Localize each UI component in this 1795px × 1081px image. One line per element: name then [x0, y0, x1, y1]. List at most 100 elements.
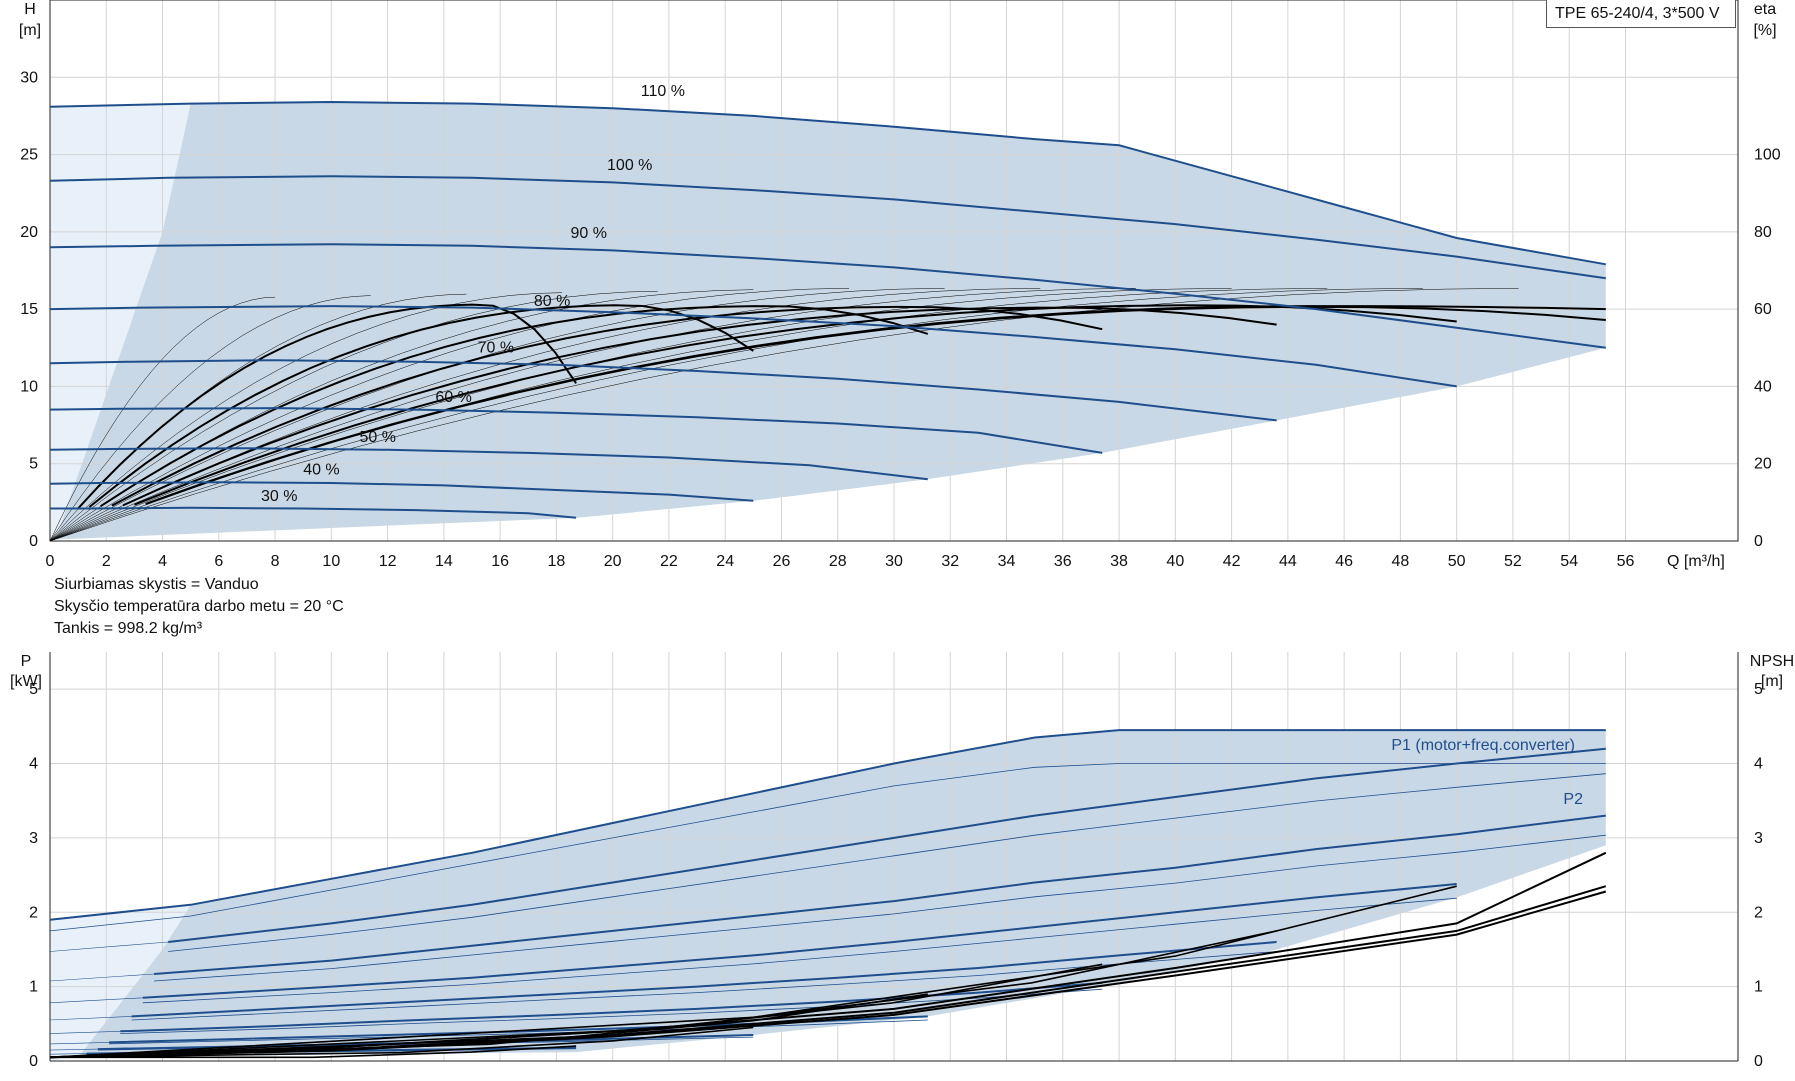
p-tick-label: 4	[29, 756, 38, 773]
head-curve-3	[49, 243, 1606, 349]
head-curve-label-1: 110 %	[641, 83, 685, 100]
p1-curve-2	[154, 814, 1606, 975]
p2-label: P2	[1563, 791, 1583, 808]
x-tick-label: 48	[1392, 553, 1410, 570]
eta-thin-curve	[49, 292, 563, 542]
p-curve-lead-5	[49, 1031, 121, 1034]
h-axis-label: H	[24, 1, 36, 18]
x-tick-label: 28	[829, 553, 847, 570]
npsh-curve-3	[49, 890, 1607, 1059]
p-curve-lead-6	[49, 1042, 110, 1045]
pump-model-title: TPE 65-240/4, 3*500 V	[1546, 0, 1736, 28]
h-tick-label: 15	[20, 301, 38, 318]
x-tick-label: 26	[773, 553, 791, 570]
head-operating-area	[55, 102, 1606, 540]
head-plot-frame	[49, 0, 1739, 542]
eta-tick-label: 40	[1754, 378, 1772, 395]
p-axis-unit: [kW]	[10, 673, 42, 690]
eta-axis-label: eta	[1754, 1, 1776, 18]
h-tick-label: 10	[20, 378, 38, 395]
x-tick-label: 40	[1166, 553, 1184, 570]
p-tick-label: 0	[29, 1053, 38, 1070]
npsh-partial-2	[49, 1026, 754, 1059]
p2-curve-3	[142, 897, 1457, 1004]
head-curve-label-6: 60 %	[435, 389, 471, 406]
head-curve-1	[49, 100, 1606, 266]
x-tick-label: 2	[102, 553, 111, 570]
p2-top-curve	[49, 763, 1606, 932]
p1-curve-3	[142, 883, 1457, 999]
x-tick-label: 22	[660, 553, 678, 570]
h-tick-label: 30	[20, 69, 38, 86]
head-curve-label-5: 70 %	[478, 339, 514, 356]
x-tick-label: 14	[435, 553, 453, 570]
x-tick-label: 54	[1560, 553, 1578, 570]
x-tick-label: 6	[214, 553, 223, 570]
x-tick-label: 50	[1448, 553, 1466, 570]
eta-axis-unit: [%]	[1753, 22, 1776, 39]
p-tick-label: 2	[29, 904, 38, 921]
p-curve-lead-8	[49, 1053, 87, 1055]
x-tick-label: 34	[998, 553, 1016, 570]
npsh-partial-1	[50, 1045, 577, 1059]
p-tick-label: 3	[29, 830, 38, 847]
h-axis-unit: [m]	[19, 22, 41, 39]
eta-tick-label: 0	[1754, 533, 1763, 550]
liquid-info: Siurbiamas skystis = Vanduo	[54, 576, 259, 593]
p-curve-lead-2	[49, 973, 155, 982]
p2-curve-1	[168, 773, 1606, 952]
head-curve-label-8: 40 %	[303, 462, 339, 479]
npsh-tick-label: 1	[1754, 979, 1763, 996]
head-curve-2	[49, 175, 1606, 280]
head-curve-5	[49, 359, 1277, 422]
x-tick-label: 30	[885, 553, 903, 570]
eta-tick-label: 80	[1754, 224, 1772, 241]
npsh-tick-label: 5	[1754, 681, 1763, 698]
npsh-axis-label: NPSH	[1750, 653, 1794, 670]
x-tick-label: 18	[548, 553, 566, 570]
p1-top-curve	[49, 729, 1606, 921]
eta-thin-curve	[49, 288, 850, 542]
p1-curve-4	[131, 941, 1277, 1018]
eta-thin-curve	[49, 288, 945, 542]
npsh-partial-5	[49, 930, 1277, 1059]
eta-tick-label: 100	[1754, 147, 1781, 164]
x-tick-label: 16	[491, 553, 509, 570]
head-curve-6	[49, 407, 1103, 454]
x-tick-label: 8	[271, 553, 280, 570]
head-curve-label-9: 30 %	[261, 488, 297, 505]
p2-curve-4	[131, 951, 1277, 1021]
p-curve-lead-7	[49, 1048, 98, 1051]
npsh-tick-label: 2	[1754, 904, 1763, 921]
head-curve-label-2: 100 %	[607, 157, 652, 174]
h-tick-label: 20	[20, 224, 38, 241]
x-tick-label: 0	[46, 553, 55, 570]
x-tick-label: 52	[1504, 553, 1522, 570]
x-tick-label: 32	[941, 553, 959, 570]
head-curve-8	[49, 481, 754, 502]
eta-curve	[100, 305, 929, 508]
p-tick-label: 1	[29, 979, 38, 996]
p-curve-lead-4	[49, 1016, 132, 1021]
x-tick-label: 38	[1110, 553, 1128, 570]
p2-curve-2	[154, 834, 1606, 982]
p1-curve-5	[120, 981, 1103, 1033]
head-curve-4	[49, 305, 1457, 388]
eta-thin-curve	[49, 290, 658, 542]
h-tick-label: 0	[29, 533, 38, 550]
npsh-partial-6	[49, 885, 1457, 1059]
eta-curve	[77, 303, 577, 510]
p1-curve-1	[168, 747, 1606, 943]
x-tick-label: 10	[322, 553, 340, 570]
head-curve-7	[49, 447, 928, 481]
x-axis-label: Q [m³/h]	[1667, 553, 1725, 570]
npsh-curve-1	[49, 851, 1607, 1059]
npsh-tick-label: 4	[1754, 756, 1763, 773]
eta-thin-curve	[49, 288, 1136, 542]
eta-curve	[134, 304, 1457, 506]
x-tick-label: 56	[1617, 553, 1635, 570]
x-tick-label: 20	[604, 553, 622, 570]
power-band-left	[50, 904, 191, 1061]
temperature-info: Skysčio temperatūra darbo metu = 20 °C	[54, 598, 344, 615]
